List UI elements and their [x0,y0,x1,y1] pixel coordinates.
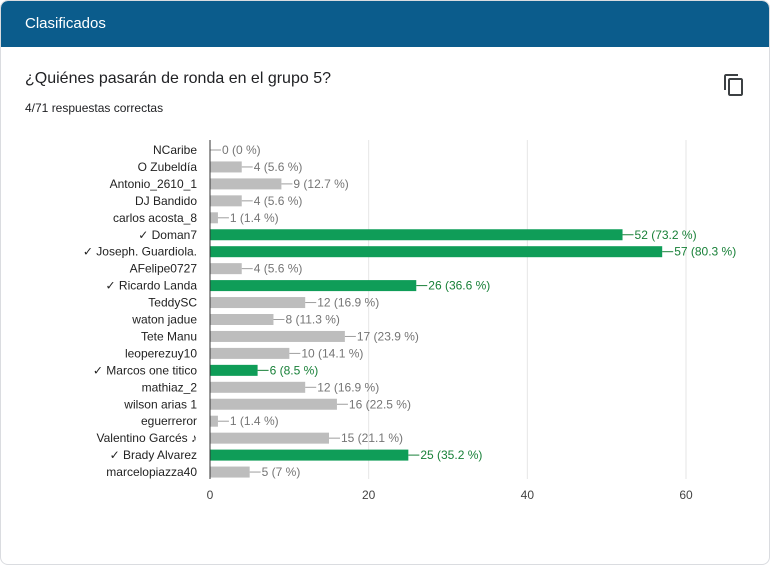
value-label: 17 (23.9 %) [357,329,419,343]
category-label: ✓ Brady Alvarez [110,448,197,462]
section-header: Clasificados [1,1,769,47]
chart-bar [210,161,242,173]
x-tick-label: 20 [362,488,376,502]
category-label: ✓ Marcos one titico [93,363,197,377]
value-label: 12 (16.9 %) [317,380,379,394]
value-label: 12 (16.9 %) [317,296,379,310]
value-label: 0 (0 %) [222,143,261,157]
chart-bar [210,297,306,309]
copy-chart-button[interactable] [721,72,747,98]
category-label: Antonio_2610_1 [110,177,198,191]
chart-bar [210,314,274,325]
section-title: Clasificados [25,15,106,32]
category-label: leoperezuy10 [125,346,197,360]
chart-bar [210,330,345,342]
category-label: O Zubeldía [138,160,198,174]
value-label: 57 (80.3 %) [674,245,736,259]
chart-bar [210,449,409,461]
x-tick-label: 0 [207,488,214,502]
question-title: ¿Quiénes pasarán de ronda en el grupo 5? [25,70,331,87]
chart-bar [210,415,218,427]
value-label: 25 (35.2 %) [420,448,482,462]
category-label: wilson arias 1 [123,397,197,411]
category-label: carlos acosta_8 [113,211,197,225]
chart-bar [210,398,337,410]
category-label: ✓ Joseph. Guardiola. [83,245,197,259]
category-label: eguerreror [141,414,197,428]
chart-bar [210,263,242,275]
value-label: 16 (22.5 %) [349,397,411,411]
value-label: 8 (11.3 %) [285,313,339,327]
chart-bar [210,178,282,190]
responses-bar-chart: 0 20 40 60 NCaribe 0 (0 %) O Zubeldía 4 (5.6 %)… [83,140,736,502]
category-label: NCaribe [153,143,197,157]
chart-bar [210,229,623,241]
value-label: 6 (8.5 %) [270,363,319,377]
x-tick-label: 60 [679,488,693,502]
category-label: ✓ Ricardo Landa [106,279,198,293]
value-label: 10 (14.1 %) [301,346,363,360]
chart-bar [210,246,663,258]
value-label: 26 (36.6 %) [428,279,490,293]
category-label: marcelopiazza40 [106,465,197,479]
chart-bar [210,364,258,376]
value-label: 5 (7 %) [262,465,301,479]
value-label: 1 (1.4 %) [230,414,279,428]
copy-icon [724,74,743,96]
value-label: 52 (73.2 %) [635,228,697,242]
x-tick-label: 40 [521,488,535,502]
value-label: 4 (5.6 %) [254,262,303,276]
value-label: 4 (5.6 %) [254,194,303,208]
chart-bar [210,381,306,393]
category-label: mathiaz_2 [142,380,198,394]
chart-bar [210,347,290,359]
chart-bar [210,466,250,478]
correct-responses-count: 4/71 respuestas correctas [25,101,164,115]
value-label: 1 (1.4 %) [230,211,279,225]
category-label: AFelipe0727 [130,262,198,276]
chart-bar [210,212,218,224]
category-label: ✓ Doman7 [138,228,197,242]
category-label: Valentino Garcés ♪ [97,431,198,445]
value-label: 15 (21.1 %) [341,431,403,445]
category-label: DJ Bandido [135,194,197,208]
chart-bar [210,432,329,444]
value-label: 4 (5.6 %) [254,160,303,174]
category-label: waton jadue [131,313,197,327]
chart-bar [210,195,242,207]
category-label: Tete Manu [141,329,197,343]
chart-bar [210,280,417,292]
value-label: 9 (12.7 %) [293,177,348,191]
category-label: TeddySC [148,296,197,310]
